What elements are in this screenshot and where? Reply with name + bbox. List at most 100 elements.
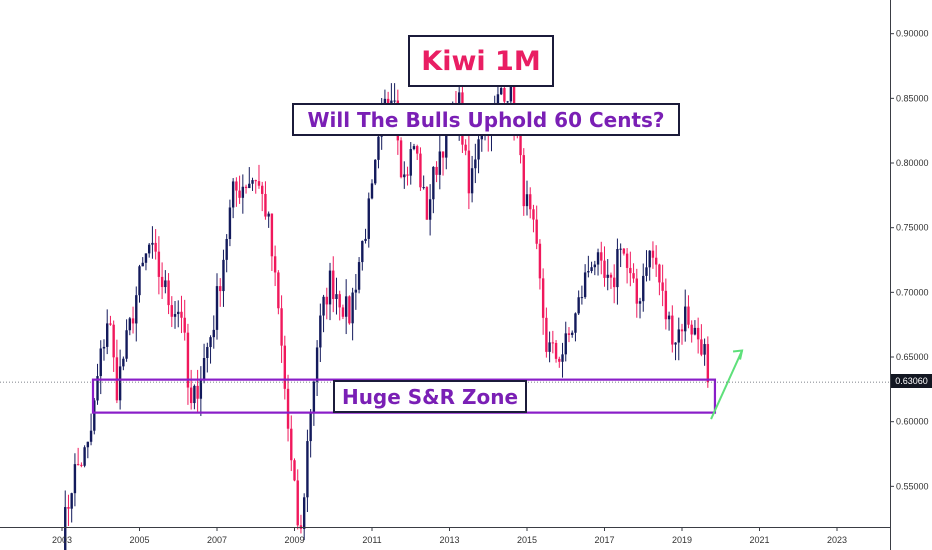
candle-body [541,278,545,318]
candle-body [322,296,325,316]
candle-body [309,413,312,442]
candle-body [677,329,680,343]
candle-body [118,366,122,401]
candle-body [477,139,480,160]
candle-body [99,348,102,377]
candle-body [248,183,251,189]
y-tick-label: 0.75000 [896,223,929,233]
candle-body [532,209,535,220]
candle-body [351,292,354,324]
candle-body [154,242,157,252]
candle-body [438,151,442,175]
candle-body [328,270,332,305]
candle-body [193,385,196,404]
candle-body [157,251,161,277]
x-tick-label: 2019 [672,535,692,545]
candle-body [519,134,522,156]
candle-body [583,272,587,298]
chart-subtitle: Will The Bulls Uphold 60 Cents? [292,103,680,136]
candle-body [319,315,322,348]
candle-body [680,329,684,332]
candle-body [112,324,115,358]
candle-body [622,248,626,254]
candle-body [625,253,629,268]
candle-body [357,262,361,290]
candle-body [703,344,706,355]
x-tick-label: 2005 [129,535,149,545]
candle-body [361,240,364,263]
x-tick-label: 2015 [517,535,537,545]
candle-body [70,493,73,509]
candle-body [425,187,429,220]
candle-body [264,193,267,217]
candle-body [629,267,632,274]
candle-body [93,400,96,431]
candle-body [325,296,328,305]
candle-body [141,262,144,267]
candle-body [606,274,609,278]
candle-body [96,376,99,401]
candle-body [128,318,132,331]
candle-body [651,250,655,258]
candle-body [280,308,283,346]
candle-body [167,280,170,306]
candle-body [412,146,416,150]
candle-body [467,150,471,194]
candle-body [122,358,125,367]
candle-body [470,168,474,194]
candles-layer [64,62,710,550]
candle-body [674,342,677,345]
candle-body [180,311,183,318]
candle-body [377,136,380,160]
x-tick-label: 2023 [827,535,847,545]
candle-body [64,507,67,550]
candle-body [509,78,513,102]
candle-body [267,213,270,217]
candle-body [80,464,83,466]
candle-body [648,250,651,268]
candle-body [687,306,690,325]
candle-body [241,186,245,198]
candle-body [386,98,390,104]
candle-body [183,317,186,333]
candle-body [138,266,141,296]
candle-body [286,388,290,429]
candle-body [419,153,422,188]
candle-body [219,286,222,292]
candle-body [144,253,148,263]
candle-body [106,323,109,347]
candle-body [335,294,338,299]
candle-body [293,460,296,481]
candle-body [567,333,571,335]
y-tick-label: 0.85000 [896,93,929,103]
candle-body [76,464,80,466]
candle-body [593,264,597,268]
candle-body [474,159,477,169]
candle-body [580,297,584,299]
candle-body [209,337,212,348]
candle-body [125,330,128,359]
candle-body [664,290,668,320]
candle-body [212,329,215,338]
candle-body [416,146,419,154]
candle-body [600,252,603,261]
y-tick-label: 0.55000 [896,481,929,491]
candle-body [548,342,551,352]
candle-body [135,295,138,324]
y-tick-label: 0.65000 [896,352,929,362]
candle-body [364,238,367,241]
candle-body [464,144,467,151]
x-tick-label: 2021 [749,535,769,545]
candle-body [151,242,154,245]
candle-body [160,276,164,288]
candle-body [445,120,448,158]
candle-body [529,194,532,210]
candle-body [251,180,254,184]
candle-body [277,272,280,309]
candle-body [564,333,567,355]
candle-body [283,345,287,389]
candle-body [296,480,299,526]
candle-body [348,296,351,324]
candle-body [170,305,173,317]
y-tick-label: 0.70000 [896,287,929,297]
